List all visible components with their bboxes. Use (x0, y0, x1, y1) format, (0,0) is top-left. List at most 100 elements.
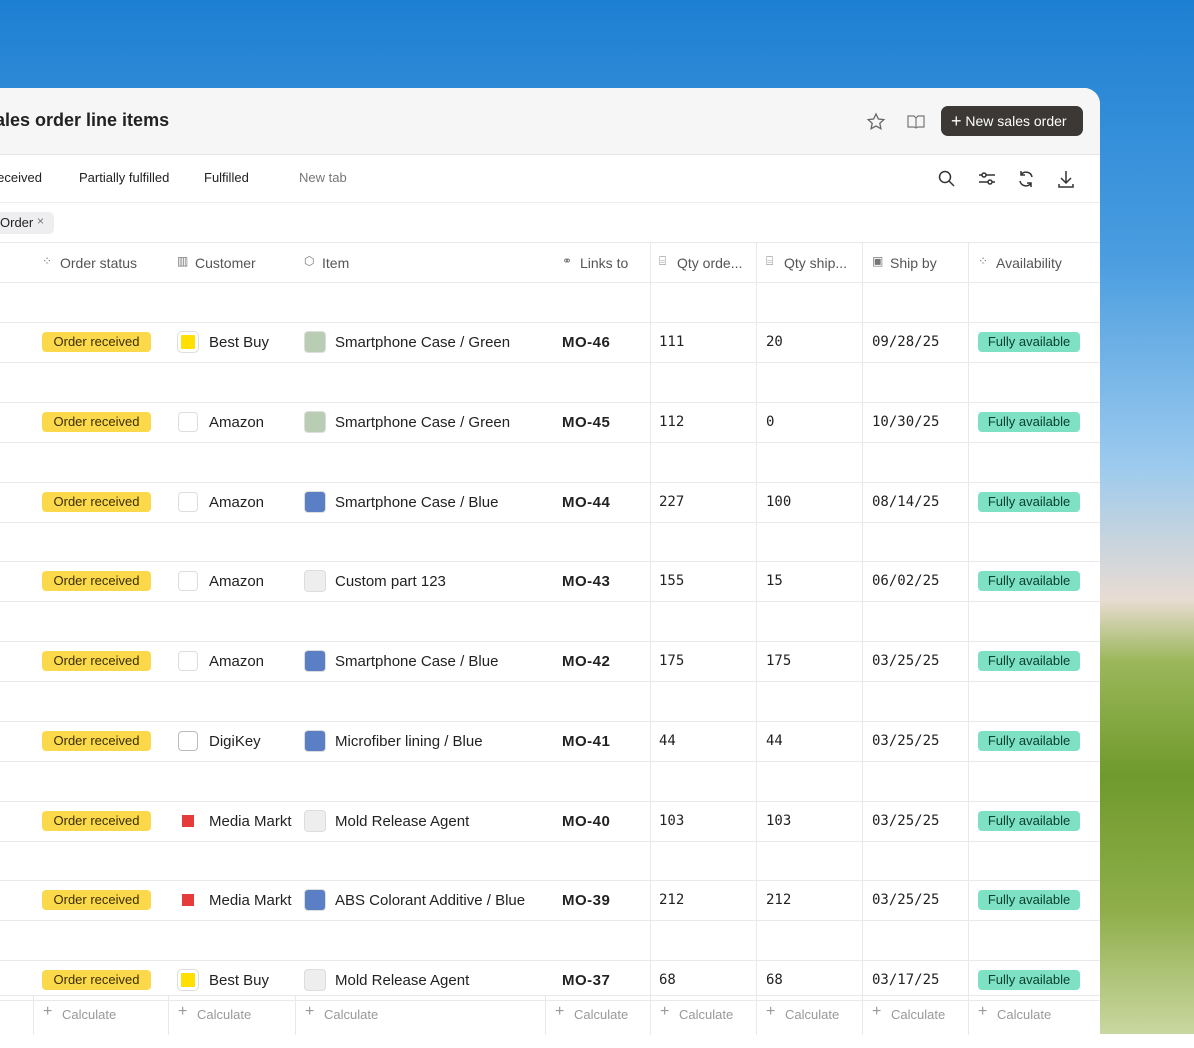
column-icon: ⁘ (978, 254, 988, 268)
item-thumb (304, 570, 326, 592)
page-title: Sales order line items (0, 110, 169, 131)
customer-logo (178, 412, 198, 432)
calculate[interactable]: Calculate (785, 1007, 839, 1022)
toolbar-icon[interactable] (937, 169, 957, 192)
item-thumb (304, 491, 326, 513)
status-badge: Order received (42, 890, 151, 910)
divider (0, 282, 1100, 283)
qty-shipped: 20 (766, 334, 783, 350)
column-header: Item (322, 255, 349, 271)
filter-remove: × (37, 214, 44, 228)
customer-logo (178, 571, 198, 591)
calculate[interactable]: Calculate (62, 1007, 116, 1022)
ship-by: 03/25/25 (872, 733, 939, 749)
qty-shipped: 103 (766, 813, 791, 829)
column-icon: ⌸ (659, 254, 666, 269)
availability-badge: Fully available (978, 571, 1080, 591)
divider (295, 995, 296, 1035)
ship-by: 03/17/25 (872, 972, 939, 988)
availability-badge: Fully available (978, 332, 1080, 352)
status-badge: Order received (42, 571, 151, 591)
item-thumb (304, 730, 326, 752)
divider (545, 995, 546, 1035)
customer: Best Buy (209, 334, 269, 351)
divider (0, 601, 1100, 602)
tab[interactable]: Order received (0, 170, 42, 185)
link: MO-43 (562, 573, 610, 590)
link: MO-39 (562, 892, 610, 909)
calculate[interactable]: Calculate (574, 1007, 628, 1022)
item: Mold Release Agent (335, 972, 469, 989)
link: MO-40 (562, 813, 610, 830)
calculate-plus: + (43, 1003, 52, 1021)
divider (0, 442, 1100, 443)
qty-shipped: 44 (766, 733, 783, 749)
customer: Amazon (209, 573, 264, 590)
item-thumb (304, 889, 326, 911)
calculate-plus: + (178, 1003, 187, 1021)
divider (0, 721, 1100, 722)
link: MO-37 (562, 972, 610, 989)
toolbar-icon[interactable] (1056, 169, 1076, 192)
divider (968, 243, 969, 995)
new-tab[interactable]: New tab (299, 170, 347, 185)
divider (756, 243, 757, 995)
customer: Media Markt (209, 813, 292, 830)
customer-logo (178, 492, 198, 512)
column-icon: ▣ (872, 254, 883, 268)
calculate[interactable]: Calculate (324, 1007, 378, 1022)
calculate[interactable]: Calculate (891, 1007, 945, 1022)
calculate[interactable]: Calculate (997, 1007, 1051, 1022)
filter-label[interactable]: Order (0, 215, 33, 230)
divider (0, 801, 1100, 802)
item: Smartphone Case / Blue (335, 494, 498, 511)
new-sales-order-button[interactable]: + New sales order (941, 106, 1083, 136)
item-thumb (304, 810, 326, 832)
divider (0, 482, 1100, 483)
ship-by: 03/25/25 (872, 892, 939, 908)
calculate-plus: + (555, 1003, 564, 1021)
availability-badge: Fully available (978, 970, 1080, 990)
qty-shipped: 15 (766, 573, 783, 589)
qty-ordered: 103 (659, 813, 684, 829)
qty-ordered: 44 (659, 733, 676, 749)
toolbar-icon[interactable] (977, 169, 997, 192)
item: ABS Colorant Additive / Blue (335, 892, 525, 909)
column-header: Qty orde... (677, 255, 742, 271)
column-icon: ▥ (177, 254, 188, 268)
divider (0, 242, 1100, 243)
docs-icon[interactable] (906, 112, 926, 132)
link: MO-42 (562, 653, 610, 670)
divider (0, 960, 1100, 961)
item: Smartphone Case / Green (335, 414, 510, 431)
divider (0, 995, 1100, 996)
customer-logo (178, 890, 198, 910)
availability-badge: Fully available (978, 731, 1080, 751)
tab[interactable]: Fulfilled (204, 170, 249, 185)
ship-by: 03/25/25 (872, 653, 939, 669)
availability-badge: Fully available (978, 890, 1080, 910)
divider (0, 402, 1100, 403)
customer: Best Buy (209, 972, 269, 989)
customer-logo (178, 970, 198, 990)
divider (650, 243, 651, 995)
status-badge: Order received (42, 651, 151, 671)
link: MO-45 (562, 414, 610, 431)
qty-ordered: 212 (659, 892, 684, 908)
divider (0, 522, 1100, 523)
item: Smartphone Case / Blue (335, 653, 498, 670)
calculate[interactable]: Calculate (679, 1007, 733, 1022)
item: Custom part 123 (335, 573, 446, 590)
tab[interactable]: Partially fulfilled (79, 170, 169, 185)
qty-shipped: 100 (766, 494, 791, 510)
customer: Amazon (209, 494, 264, 511)
toolbar-icon[interactable] (1016, 169, 1036, 192)
calculate[interactable]: Calculate (197, 1007, 251, 1022)
button-label: New sales order (965, 113, 1066, 129)
divider (0, 841, 1100, 842)
column-header: Qty ship... (784, 255, 847, 271)
status-badge: Order received (42, 492, 151, 512)
status-badge: Order received (42, 731, 151, 751)
favorite-icon[interactable] (866, 112, 886, 132)
